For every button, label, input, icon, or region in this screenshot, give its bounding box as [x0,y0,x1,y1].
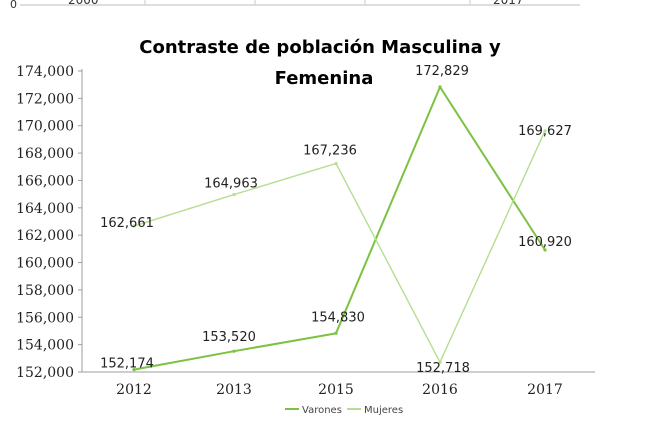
data-point-varones [232,349,236,353]
data-label-varones: 153,520 [202,330,256,345]
data-label-mujeres: 162,661 [100,216,154,231]
data-label-mujeres: 167,236 [303,144,357,159]
y-tick-label: 170,000 [16,119,74,135]
x-tick-label: 2015 [318,382,354,398]
data-label-varones: 172,829 [415,64,469,79]
fragment-year-left: 2000 [68,0,99,7]
data-label-mujeres: 169,627 [518,124,572,139]
y-tick-label: 174,000 [16,64,74,80]
legend-label-varones: Varones [302,405,342,416]
y-tick-label: 168,000 [16,146,74,162]
y-tick-label: 154,000 [16,338,74,354]
data-point-varones [132,368,136,372]
data-label-varones: 152,174 [100,357,154,372]
data-point-varones [334,331,338,335]
data-label-varones: 154,830 [311,310,365,325]
series-lines [132,84,547,372]
x-tick-label: 2016 [422,382,458,398]
y-tick-label: 160,000 [16,256,74,272]
data-point-mujeres [438,360,442,364]
x-axis-ticks: 2012 2013 2015 2016 2017 [116,382,563,398]
legend: Varones Mujeres [285,405,403,416]
series-line-varones [133,84,546,371]
fragment-zero-label: 0 [10,0,17,11]
y-axis-ticks: 152,000 154,000 156,000 158,000 160,000 162,0… [16,64,82,381]
x-tick-label: 2013 [216,382,252,398]
fragment-year-right: 2017 [493,0,524,7]
x-tick-label: 2017 [527,382,563,398]
y-tick-label: 152,000 [16,365,74,381]
y-tick-label: 172,000 [16,91,74,107]
y-tick-label: 166,000 [16,173,74,189]
data-label-varones: 160,920 [518,235,572,250]
y-tick-label: 162,000 [16,228,74,244]
chart-title-line-1: Contraste de población Masculina y [139,37,501,58]
x-tick-label: 2012 [116,382,152,398]
data-point-mujeres [132,224,136,228]
data-label-mujeres: 164,963 [204,177,258,192]
data-point-mujeres [334,161,338,166]
chart-axes [81,69,595,373]
data-point-varones [543,248,547,252]
y-tick-label: 156,000 [16,310,74,326]
data-labels: 152,174 153,520 154,830 172,829 160,920 162,6… [100,64,572,376]
y-tick-label: 164,000 [16,201,74,217]
data-point-varones [438,85,442,89]
legend-label-mujeres: Mujeres [364,405,403,416]
data-label-mujeres: 152,718 [416,361,470,376]
y-tick-label: 158,000 [16,283,74,299]
data-point-mujeres [232,193,236,197]
cropped-previous-chart: 0 2000 2017 [10,0,580,11]
chart-title-line-2: Femenina [274,68,374,89]
data-point-mujeres [543,129,547,133]
